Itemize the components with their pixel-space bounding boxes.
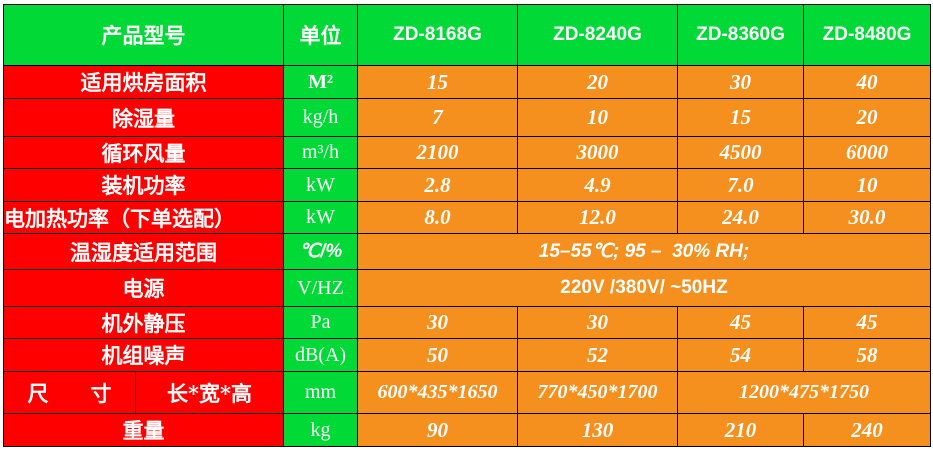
table-row: 机组噪声 dB(A) 50 52 54 58 (3, 338, 931, 372)
cell-value: 7.0 (677, 168, 804, 202)
cell-value: 30.0 (803, 201, 931, 234)
cell-value-merged: 15–55℃; 95 – 30% RH; (357, 233, 931, 270)
table-row: 除湿量 kg/h 7 10 15 20 (3, 98, 931, 137)
row-label: 除湿量 (3, 98, 284, 137)
header-model: ZD-8360G (677, 4, 804, 66)
cell-value: 2.8 (357, 168, 518, 202)
row-label: 装机功率 (3, 168, 284, 202)
table-row: 电源 V/HZ 220V /380V/ ~50HZ (3, 269, 931, 307)
row-unit: V/HZ (283, 269, 358, 307)
row-label: 机外静压 (3, 306, 284, 339)
cell-value: 10 (803, 168, 931, 202)
row-label: 重量 (3, 413, 284, 447)
header-product-model: 产品型号 (3, 4, 284, 66)
header-model: ZD-8480G (803, 4, 931, 66)
header-model: ZD-8240G (517, 4, 678, 66)
row-unit: kg (283, 413, 358, 447)
row-label: 温湿度适用范围 (3, 233, 284, 270)
cell-value: 20 (803, 98, 931, 137)
cell-value: 45 (803, 306, 931, 339)
row-unit: ℃/% (283, 233, 358, 270)
cell-value: 6000 (803, 136, 931, 169)
row-unit: mm (283, 371, 358, 414)
cell-value: 10 (517, 98, 678, 137)
cell-value: 240 (803, 413, 931, 447)
cell-value: 54 (677, 338, 804, 372)
cell-value: 40 (803, 65, 931, 99)
cell-value: 210 (677, 413, 804, 447)
row-unit: kW (283, 168, 358, 202)
row-label: 适用烘房面积 (3, 65, 284, 99)
header-row: 产品型号 单位 ZD-8168G ZD-8240G ZD-8360G ZD-84… (3, 4, 931, 66)
cell-value: 15 (357, 65, 518, 99)
row-label: 循环风量 (3, 136, 284, 169)
cell-value: 20 (517, 65, 678, 99)
table-row: 机外静压 Pa 30 30 45 45 (3, 306, 931, 339)
cell-value: 24.0 (677, 201, 804, 234)
cell-value: 8.0 (357, 201, 518, 234)
cell-value: 15 (677, 98, 804, 137)
row-unit: m³/h (283, 136, 358, 169)
cell-value: 12.0 (517, 201, 678, 234)
cell-value: 30 (357, 306, 518, 339)
cell-value: 130 (517, 413, 678, 447)
table-row: 重量 kg 90 130 210 240 (3, 413, 931, 447)
row-unit: kW (283, 201, 358, 234)
cell-value: 45 (677, 306, 804, 339)
cell-value: 52 (517, 338, 678, 372)
cell-value-merged: 1200*475*1750 (677, 371, 931, 414)
row-unit: M² (283, 65, 358, 99)
cell-value: 2100 (357, 136, 518, 169)
row-unit: Pa (283, 306, 358, 339)
cell-value: 600*435*1650 (357, 371, 518, 414)
cell-value: 770*450*1700 (517, 371, 678, 414)
cell-value: 90 (357, 413, 518, 447)
cell-value: 50 (357, 338, 518, 372)
row-unit: dB(A) (283, 338, 358, 372)
row-unit: kg/h (283, 98, 358, 137)
row-label: 尺 寸 (3, 371, 136, 414)
header-model: ZD-8168G (357, 4, 518, 66)
spec-table: 产品型号 单位 ZD-8168G ZD-8240G ZD-8360G ZD-84… (3, 4, 931, 447)
table-row: 循环风量 m³/h 2100 3000 4500 6000 (3, 136, 931, 169)
row-label: 机组噪声 (3, 338, 284, 372)
table-row: 尺 寸 长*宽*高 mm 600*435*1650 770*450*1700 1… (3, 371, 931, 414)
cell-value-merged: 220V /380V/ ~50HZ (357, 269, 931, 307)
cell-value: 30 (517, 306, 678, 339)
row-sublabel: 长*宽*高 (135, 371, 284, 414)
header-unit: 单位 (283, 4, 358, 66)
cell-value: 7 (357, 98, 518, 137)
table-row: 温湿度适用范围 ℃/% 15–55℃; 95 – 30% RH; (3, 233, 931, 270)
table-row: 装机功率 kW 2.8 4.9 7.0 10 (3, 168, 931, 202)
row-label: 电源 (3, 269, 284, 307)
cell-value: 4500 (677, 136, 804, 169)
cell-value: 58 (803, 338, 931, 372)
cell-value: 4.9 (517, 168, 678, 202)
row-label: 电加热功率（下单选配） (3, 201, 284, 234)
table-row: 电加热功率（下单选配） kW 8.0 12.0 24.0 30.0 (3, 201, 931, 234)
table-row: 适用烘房面积 M² 15 20 30 40 (3, 65, 931, 99)
cell-value: 30 (677, 65, 804, 99)
cell-value: 3000 (517, 136, 678, 169)
